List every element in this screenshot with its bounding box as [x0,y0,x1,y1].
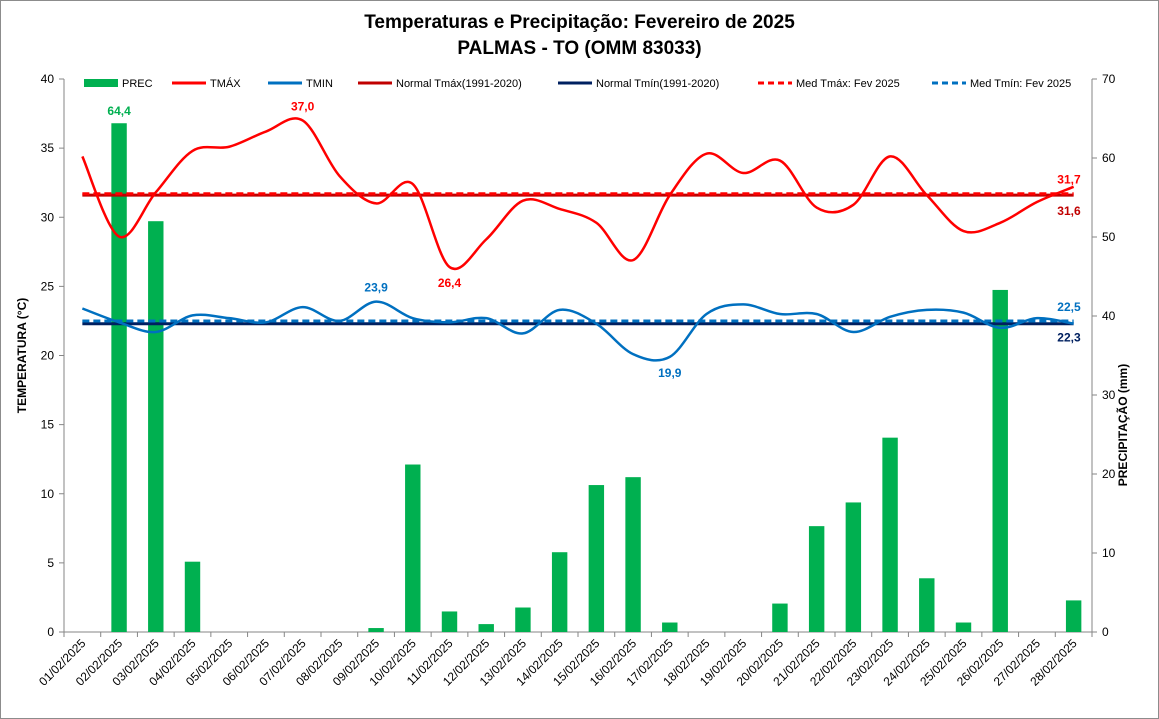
data-label: 22,3 [1057,331,1081,345]
legend-swatch [84,79,118,87]
y-axis-right-ticks: 0 10 20 30 40 50 60 70 [1092,72,1116,639]
data-label: 37,0 [291,99,315,113]
y-tick-label: 25 [41,279,55,293]
data-label: 31,7 [1057,173,1081,187]
y2-tick-label: 50 [1102,230,1116,244]
axes-group [63,79,1093,633]
y-tick-label: 20 [41,349,55,363]
data-label: 26,4 [438,276,462,290]
y2-tick-label: 70 [1102,72,1116,86]
y-tick-label: 40 [41,72,55,86]
y2-tick-label: 30 [1102,388,1116,402]
data-label: 22,5 [1057,300,1081,314]
y2-tick-label: 40 [1102,309,1116,323]
temperature-lines [81,117,1075,362]
tmin-line [81,300,1074,362]
legend-label: TMÁX [210,77,241,90]
legend-label: TMIN [306,78,333,90]
prec-bar [588,485,605,632]
prec-bar [662,622,678,632]
legend-label: Normal Tmáx(1991-2020) [396,78,522,90]
prec-bar [551,552,568,632]
legend: PREC TMÁX TMIN Normal Tmáx(1991-2020) Normal… [84,77,1071,90]
y-tick-label: 10 [41,487,55,501]
y-tick-label: 5 [47,556,54,570]
prec-bar [405,464,421,632]
prec-bar [845,502,862,632]
y-tick-label: 15 [41,418,55,432]
y-axis-left-ticks: 0 5 10 15 20 25 30 35 40 [41,72,64,639]
x-axis-ticks: 01/02/202502/02/202503/02/202504/02/2025… [36,632,1093,689]
y-tick-label: 35 [41,141,55,155]
prec-bar [808,526,825,632]
y-tick-label: 0 [47,625,54,639]
prec-bar [992,289,1008,632]
data-label: 19,9 [658,366,682,380]
legend-label: Med Tmín: Fev 2025 [970,78,1071,90]
y-axis-right-label: PRECIPITAÇÃO (mm) [1115,364,1130,486]
y-axis-left-label: TEMPERATURA (°C) [15,298,29,413]
prec-bar [955,622,972,632]
prec-bar [184,561,201,632]
y2-tick-label: 0 [1102,625,1109,639]
y-tick-label: 30 [41,210,55,224]
prec-bar [772,603,788,632]
prec-bar [111,123,127,633]
y2-tick-label: 20 [1102,467,1116,481]
legend-label: PREC [122,78,153,90]
prec-bar [1065,600,1082,632]
y2-tick-label: 60 [1102,151,1116,165]
y2-tick-label: 10 [1102,546,1116,560]
data-label: 64,4 [107,104,131,118]
precipitation-bars [111,123,1082,633]
prec-bar [515,607,531,632]
tmax-line [81,117,1075,271]
prec-bar [441,611,458,632]
data-label: 31,6 [1057,204,1081,218]
prec-bar [919,578,935,632]
prec-bar [148,221,164,632]
chart-title: Temperaturas e Precipitação: Fevereiro d… [364,12,795,33]
chart-subtitle: PALMAS - TO (OMM 83033) [457,38,702,59]
prec-bar [368,628,384,632]
prec-bar [478,624,494,632]
legend-label: Med Tmáx: Fev 2025 [796,78,900,90]
legend-label: Normal Tmín(1991-2020) [596,78,719,90]
prec-bar [625,477,641,632]
data-label: 23,9 [364,281,388,295]
prec-bar [882,437,898,632]
data-labels: 64,4 37,0 26,4 23,9 19,9 31,7 31,6 22,5 22,3 [107,99,1081,379]
